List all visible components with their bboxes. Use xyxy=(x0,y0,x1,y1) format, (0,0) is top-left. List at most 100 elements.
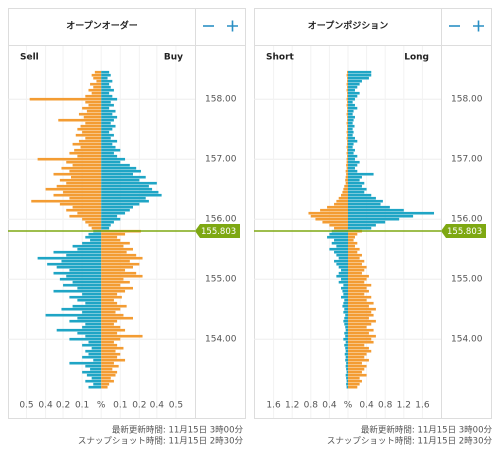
bar xyxy=(347,154,348,158)
bar xyxy=(348,250,358,254)
bar xyxy=(101,325,121,329)
bar xyxy=(101,172,133,176)
bar xyxy=(348,352,367,356)
bar xyxy=(101,169,141,173)
bar xyxy=(90,238,102,242)
bar xyxy=(80,124,102,128)
bar xyxy=(329,232,348,236)
bar xyxy=(348,259,365,263)
bar xyxy=(343,187,348,191)
x-tick-label: 1.6 xyxy=(266,401,281,411)
bar xyxy=(348,292,365,296)
bar xyxy=(63,190,102,194)
bar xyxy=(348,196,376,200)
bar xyxy=(348,175,362,179)
bar xyxy=(101,250,127,254)
bar xyxy=(82,241,102,245)
bar xyxy=(101,160,121,164)
bar xyxy=(345,355,348,359)
bar xyxy=(75,133,102,137)
bar xyxy=(347,142,348,146)
bar xyxy=(345,349,348,353)
bar xyxy=(101,205,133,209)
bar xyxy=(348,163,358,167)
bar xyxy=(334,259,348,263)
bar xyxy=(101,175,146,179)
bar xyxy=(101,247,133,251)
bar xyxy=(343,337,348,341)
footer-note: スナップショット時間: 11月15日 2時30分 xyxy=(327,437,493,447)
x-tick-label: 1.6 xyxy=(415,401,430,411)
bar xyxy=(347,100,348,104)
bar xyxy=(348,334,376,338)
bar xyxy=(348,241,358,245)
bar xyxy=(348,307,376,311)
bar xyxy=(348,100,353,104)
bar xyxy=(101,187,153,191)
bar xyxy=(85,136,102,140)
bar xyxy=(88,340,102,344)
bar xyxy=(336,199,348,203)
bar xyxy=(347,118,348,122)
bar xyxy=(344,322,348,326)
y-tick-label: 156.00 xyxy=(205,215,237,225)
bar xyxy=(101,154,118,158)
bar xyxy=(101,226,110,230)
bar xyxy=(101,85,111,89)
bar xyxy=(82,370,102,374)
bar xyxy=(69,268,102,272)
bar xyxy=(82,217,102,221)
bar xyxy=(348,256,360,260)
zoom-in-button[interactable] xyxy=(473,20,484,32)
bar xyxy=(93,358,102,362)
bar xyxy=(348,271,362,275)
bar xyxy=(348,301,374,305)
bar xyxy=(101,367,113,371)
bar xyxy=(348,73,372,77)
bar xyxy=(346,379,348,383)
bar xyxy=(343,283,348,287)
bar xyxy=(345,340,348,344)
bar xyxy=(348,277,367,281)
bar xyxy=(348,160,360,164)
bar xyxy=(101,145,116,149)
bar xyxy=(348,187,367,191)
bar xyxy=(77,331,102,335)
bar xyxy=(72,280,102,284)
x-tick-label: 0.1 xyxy=(75,401,89,411)
bar xyxy=(348,199,383,203)
x-tick-label: 0.2 xyxy=(132,401,146,411)
bar xyxy=(348,322,372,326)
bar xyxy=(77,316,102,320)
bar xyxy=(348,121,353,125)
legend-label: Sell xyxy=(20,53,39,63)
bar xyxy=(348,184,362,188)
bar xyxy=(101,373,116,377)
bar xyxy=(72,205,102,209)
bar xyxy=(336,274,348,278)
bar xyxy=(91,346,102,350)
bar xyxy=(346,82,348,86)
bar xyxy=(85,379,102,383)
bar xyxy=(310,214,348,218)
zoom-in-button[interactable] xyxy=(227,20,238,32)
bar xyxy=(348,178,360,182)
bar xyxy=(348,130,354,134)
bar xyxy=(101,265,133,269)
bar xyxy=(101,184,149,188)
bar xyxy=(341,277,348,281)
bar xyxy=(101,244,124,248)
x-tick-label: 0.8 xyxy=(378,401,393,411)
bar xyxy=(346,361,348,365)
bar xyxy=(101,268,126,272)
bar xyxy=(82,106,102,110)
bar xyxy=(348,280,365,284)
bar xyxy=(348,172,374,176)
bar xyxy=(343,310,348,314)
x-tick-label: 0.8 xyxy=(304,401,319,411)
bar xyxy=(61,307,102,311)
bar xyxy=(331,241,348,245)
chart: オープンオーダー 158.00 157.00 156.00 155.00 154.00 0.… xyxy=(8,20,243,447)
bar xyxy=(101,82,110,86)
bar xyxy=(327,235,348,239)
